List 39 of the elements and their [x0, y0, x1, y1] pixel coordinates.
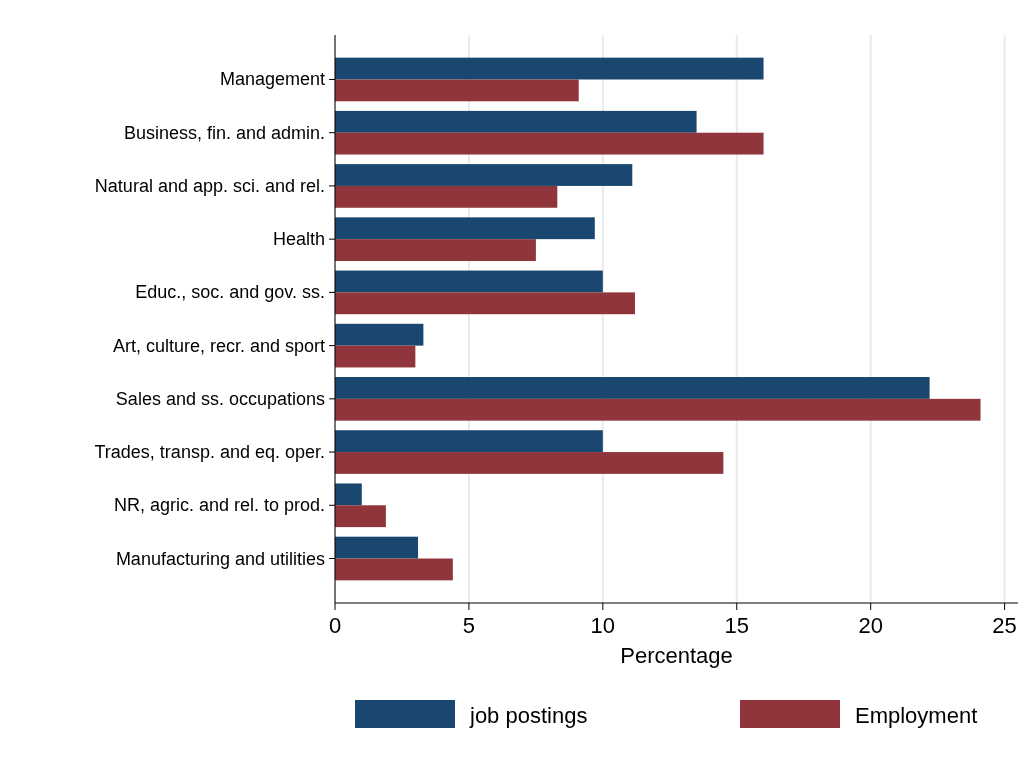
x-tick-label: 25: [992, 613, 1017, 638]
y-tick-label: Trades, transp. and eq. oper.: [94, 442, 325, 463]
bar: [335, 345, 416, 368]
bar: [335, 323, 424, 346]
bar: [335, 185, 558, 208]
bar: [335, 164, 633, 186]
bar: [335, 536, 419, 559]
y-tick-label: Business, fin. and admin.: [123, 122, 325, 143]
legend-label: Employment: [855, 703, 978, 728]
bar: [335, 558, 453, 581]
bar: [335, 292, 635, 315]
bar: [335, 270, 603, 293]
bar: [335, 398, 981, 421]
legend-label: job postings: [469, 703, 588, 728]
x-tick-label: 0: [328, 613, 342, 638]
bar: [335, 239, 536, 261]
bar: [335, 132, 764, 155]
bar: [335, 217, 595, 240]
x-tick-label: 15: [724, 613, 750, 638]
y-tick-label: Management: [219, 69, 325, 90]
bar: [335, 57, 764, 80]
y-tick-label: NR, agric. and rel. to prod.: [113, 495, 325, 516]
y-tick-label: Natural and app. sci. and rel.: [94, 175, 325, 196]
bar: [335, 110, 697, 133]
y-tick-label: Health: [272, 229, 325, 250]
x-tick-label: 20: [858, 613, 883, 638]
x-axis-title: Percentage: [620, 643, 733, 668]
x-tick-label: 5: [462, 613, 476, 638]
bar: [335, 505, 386, 528]
y-tick-label: Art, culture, recr. and sport: [112, 335, 325, 356]
x-tick-label: 10: [590, 613, 616, 638]
bar: [335, 483, 362, 506]
y-tick-label: Manufacturing and utilities: [115, 548, 325, 569]
bar: [335, 79, 579, 102]
y-tick-label: Sales and ss. occupations: [115, 388, 325, 409]
bar: [335, 452, 724, 474]
bar: [335, 377, 930, 399]
y-tick-label: Educ., soc. and gov. ss.: [135, 282, 325, 303]
bar: [335, 430, 603, 453]
